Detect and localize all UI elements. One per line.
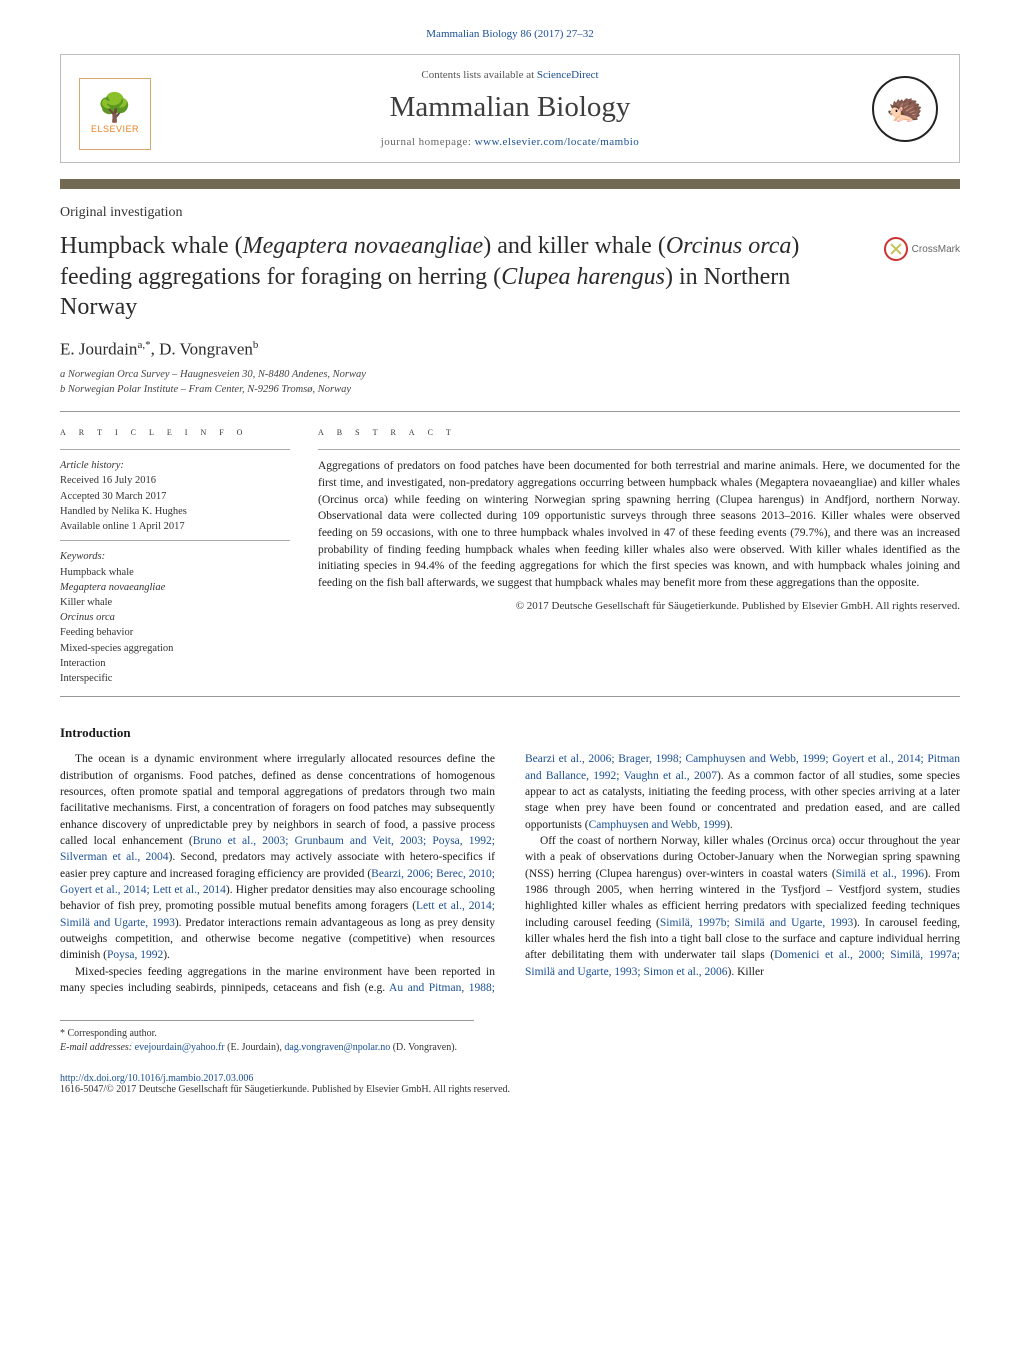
keywords-block: Keywords: Humpback whale Megaptera novae…: [60, 549, 290, 686]
history-handled: Handled by Nelika K. Hughes: [60, 504, 290, 519]
abstract-label: a b s t r a c t: [318, 424, 960, 439]
abstract-column: a b s t r a c t Aggregations of predator…: [318, 424, 960, 686]
authors-line: E. Jourdaina,*, D. Vongravenb: [60, 339, 960, 360]
history-accepted: Accepted 30 March 2017: [60, 489, 290, 504]
issn-copyright-line: 1616-5047/© 2017 Deutsche Gesellschaft f…: [60, 1084, 960, 1095]
publisher-logo: 🌳 ELSEVIER: [73, 67, 157, 150]
body-text: The ocean is a dynamic environment where…: [60, 751, 960, 996]
publisher-label: ELSEVIER: [91, 124, 139, 134]
keyword: Mixed-species aggregation: [60, 641, 290, 656]
author-email-link[interactable]: evejourdain@yahoo.fr: [135, 1042, 225, 1053]
corresponding-author-note: * Corresponding author.: [60, 1027, 474, 1041]
citation-link[interactable]: Similä et al., 1996: [836, 868, 924, 880]
keyword: Humpback whale: [60, 565, 290, 580]
running-head: Mammalian Biology 86 (2017) 27–32: [60, 28, 960, 40]
tree-icon: 🌳: [97, 94, 132, 122]
info-divider-2: [60, 540, 290, 541]
info-divider-1: [60, 449, 290, 450]
body-paragraph: Off the coast of northern Norway, killer…: [525, 833, 960, 980]
history-received: Received 16 July 2016: [60, 473, 290, 488]
rule-top: [60, 411, 960, 412]
abstract-copyright: © 2017 Deutsche Gesellschaft für Säugeti…: [318, 600, 960, 612]
keyword: Megaptera novaeangliae: [60, 580, 290, 595]
author-email-link[interactable]: dag.vongraven@npolar.no: [284, 1042, 390, 1053]
article-history: Article history: Received 16 July 2016 A…: [60, 458, 290, 534]
bottom-doi-block: http://dx.doi.org/10.1016/j.mambio.2017.…: [60, 1073, 960, 1095]
affiliations: a Norwegian Orca Survey – Haugnesveien 3…: [60, 368, 960, 397]
citation-link[interactable]: Similä, 1997b; Similä and Ugarte, 1993: [660, 917, 853, 929]
journal-header: 🌳 ELSEVIER 🦔 Contents lists available at…: [60, 54, 960, 163]
journal-homepage-line: journal homepage: www.elsevier.com/locat…: [171, 136, 849, 148]
keywords-label: Keywords:: [60, 549, 290, 564]
journal-name: Mammalian Biology: [171, 91, 849, 124]
society-seal-icon: 🦔: [872, 76, 938, 142]
keyword: Interspecific: [60, 671, 290, 686]
keyword: Killer whale: [60, 595, 290, 610]
keyword: Interaction: [60, 656, 290, 671]
email-addresses: E-mail addresses: evejourdain@yahoo.fr (…: [60, 1041, 474, 1055]
footnotes: * Corresponding author. E-mail addresses…: [60, 1020, 474, 1055]
contents-available-line: Contents lists available at ScienceDirec…: [171, 69, 849, 81]
sciencedirect-link[interactable]: ScienceDirect: [537, 69, 599, 81]
keyword: Feeding behavior: [60, 625, 290, 640]
article-info-column: a r t i c l e i n f o Article history: R…: [60, 424, 290, 686]
article-info-label: a r t i c l e i n f o: [60, 424, 290, 439]
citation-link[interactable]: Poysa, 1992: [107, 949, 163, 961]
article-title: Humpback whale (Megaptera novaeangliae) …: [60, 231, 868, 323]
article-type: Original investigation: [60, 205, 960, 221]
crossmark-label: CrossMark: [912, 244, 960, 255]
abs-divider: [318, 449, 960, 450]
affiliation-b: b Norwegian Polar Institute – Fram Cente…: [60, 383, 960, 398]
rule-bottom: [60, 696, 960, 697]
citation-link[interactable]: Camphuysen and Webb, 1999: [589, 819, 726, 831]
crossmark-icon: [884, 237, 908, 261]
elsevier-tree-icon: 🌳 ELSEVIER: [79, 78, 151, 150]
body-paragraph: The ocean is a dynamic environment where…: [60, 751, 495, 963]
abstract-text: Aggregations of predators on food patche…: [318, 458, 960, 591]
journal-homepage-link[interactable]: www.elsevier.com/locate/mambio: [475, 136, 640, 148]
keyword: Orcinus orca: [60, 610, 290, 625]
introduction-heading: Introduction: [60, 725, 960, 741]
crossmark-widget[interactable]: CrossMark: [884, 237, 960, 261]
doi-link[interactable]: http://dx.doi.org/10.1016/j.mambio.2017.…: [60, 1073, 253, 1084]
history-online: Available online 1 April 2017: [60, 519, 290, 534]
society-logo: 🦔: [863, 67, 947, 150]
brand-bar: [60, 179, 960, 189]
history-label: Article history:: [60, 458, 290, 473]
affiliation-a: a Norwegian Orca Survey – Haugnesveien 3…: [60, 368, 960, 383]
